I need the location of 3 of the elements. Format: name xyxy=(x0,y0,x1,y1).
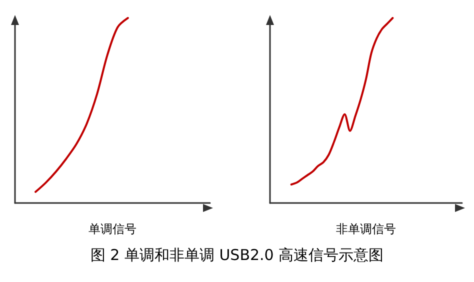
text: 图 2 单调和非单调 USB2.0 高速信号示意图 xyxy=(89,246,385,265)
x-axis-title: 单调信号 xyxy=(88,222,136,236)
x-axis-title: 非单调信号 xyxy=(336,222,396,236)
